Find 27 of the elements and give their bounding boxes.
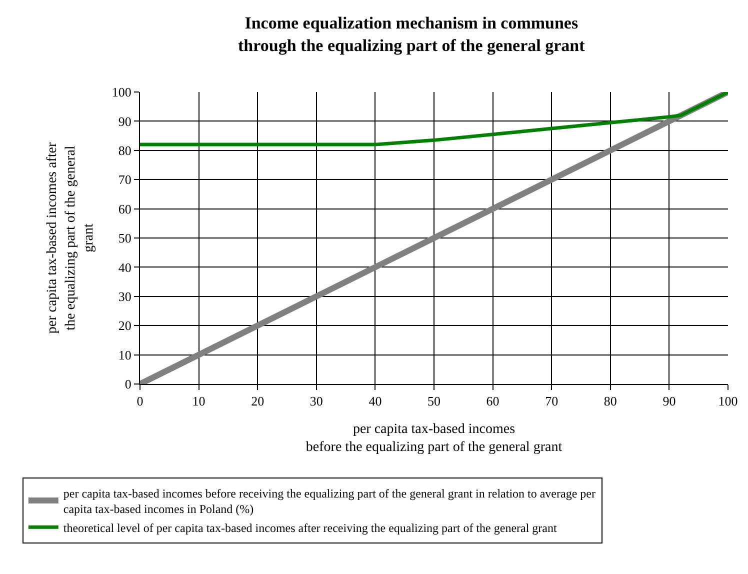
x-tick-label: 10 — [192, 394, 206, 409]
y-tick-label: 0 — [124, 376, 132, 392]
y-tick-label: 60 — [118, 201, 132, 216]
y-tick-label: 50 — [118, 230, 132, 246]
x-tick-label: 60 — [486, 394, 500, 409]
y-tick-label: 20 — [118, 318, 132, 334]
x-tick-label: 50 — [428, 394, 440, 409]
x-tick-label: 90 — [662, 394, 676, 409]
y-axis-title: per capita tax-based incomes after the equalizing part of the general grant — [45, 142, 96, 334]
x-tick-label: 70 — [545, 394, 558, 409]
x-tick-label: 20 — [251, 394, 264, 409]
legend-label: theoretical level of per capita tax-based incomes after receiving the equalizing part of the general grant — [63, 520, 558, 535]
y-tick-label: 10 — [118, 347, 132, 362]
x-tick-label: 80 — [604, 394, 617, 409]
x-tick-label: 40 — [368, 394, 382, 409]
y-tick-label: 100 — [112, 84, 132, 100]
x-tick-label: 100 — [718, 394, 738, 409]
y-tick-label: 30 — [118, 288, 132, 304]
y-tick-label: 40 — [118, 260, 132, 275]
y-tick-label: 90 — [118, 114, 132, 129]
y-tick-label: 70 — [118, 172, 132, 188]
chart-title: Income equalization mechanism in communes through the equalizing part of the general grant — [238, 14, 586, 55]
x-axis-title: per capita tax-based incomes before the equalizing part of the general grant — [306, 422, 562, 456]
x-tick-label: 0 — [136, 394, 144, 409]
y-tick-label: 80 — [118, 142, 132, 158]
legend-label: per capita tax-based incomes before receiving the equalizing part of the general grant in relation to average per capita tax-based incomes in Poland (%) — [63, 486, 596, 516]
x-tick-label: 30 — [310, 394, 323, 409]
